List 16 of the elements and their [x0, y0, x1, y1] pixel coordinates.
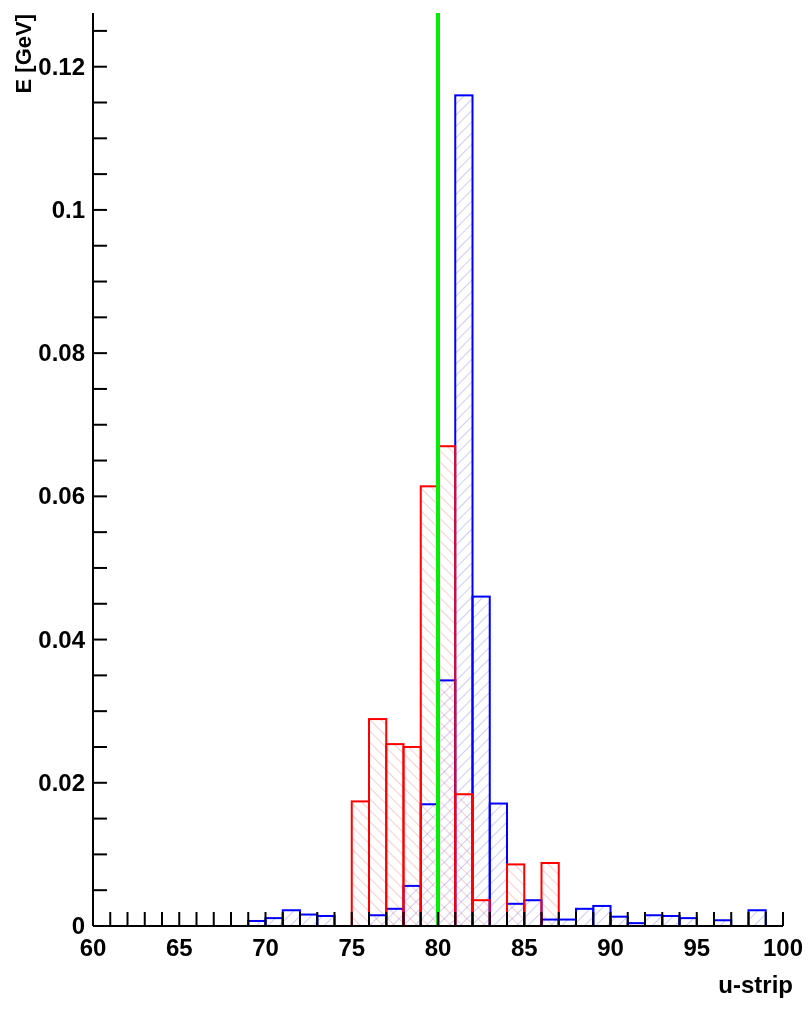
y-tick-label: 0.08 — [38, 339, 85, 367]
y-tick-label: 0.02 — [38, 768, 85, 796]
x-tick-label: 80 — [424, 934, 452, 961]
x-axis-title: u-strip — [718, 971, 793, 999]
y-axis-title: E [GeV] — [11, 14, 36, 94]
y-tick-label: 0.04 — [38, 625, 86, 653]
x-tick-label: 70 — [252, 934, 279, 961]
y-tick-label: 0.06 — [38, 482, 85, 510]
x-tick-label: 75 — [338, 934, 366, 961]
y-tick-label: 0.1 — [51, 195, 85, 223]
x-tick-label: 65 — [165, 934, 193, 961]
x-tick-label: 90 — [597, 934, 624, 961]
x-tick-label: 85 — [510, 934, 538, 961]
x-tick-label: 100 — [762, 934, 804, 961]
x-tick-label: 95 — [683, 934, 711, 961]
y-tick-label: 0.12 — [38, 52, 85, 80]
